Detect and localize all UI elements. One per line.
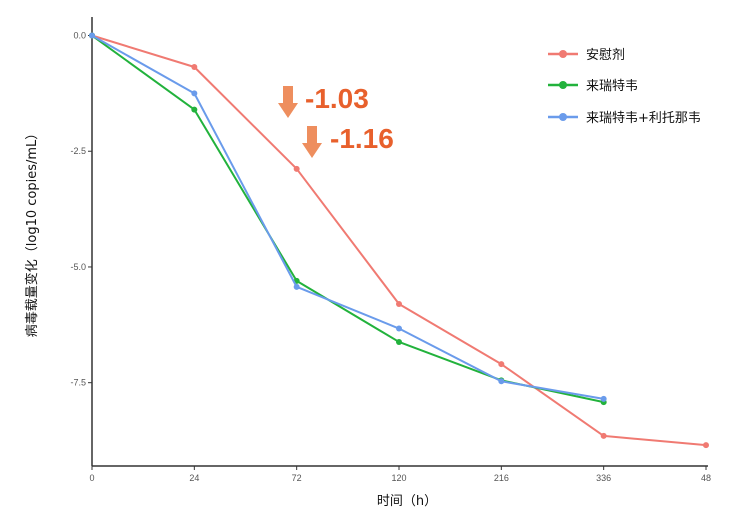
data-point [396, 300, 402, 307]
legend-swatch-dot [559, 50, 567, 58]
x-tick-label: 72 [292, 473, 302, 483]
x-tick-label: 24 [189, 473, 199, 483]
series-layer [89, 32, 709, 449]
data-point [191, 90, 198, 97]
data-point [191, 63, 198, 70]
data-point [396, 338, 402, 345]
y-tick-label: -7.5 [70, 378, 86, 388]
legend-label: 来瑞特韦+利托那韦 [586, 111, 701, 126]
annotation-1: -1.03 [278, 83, 369, 118]
x-tick-label: 48 [701, 473, 711, 483]
legend-item: 安慰剂 [548, 48, 625, 63]
data-point [703, 442, 709, 449]
legend-item: 来瑞特韦+利托那韦 [548, 111, 701, 126]
x-axis-title: 时间（h） [377, 494, 437, 509]
y-axis-title: 病毒载量变化（log10 copies/mL） [24, 127, 40, 338]
data-point [89, 32, 95, 39]
data-point [600, 395, 607, 402]
down-arrow-icon [302, 126, 322, 158]
legend-swatch-dot [559, 81, 567, 89]
x-tick-label: 216 [494, 473, 509, 483]
legend-label: 来瑞特韦 [586, 79, 638, 94]
series-line-2 [91, 34, 604, 400]
x-tick-label: 0 [89, 473, 94, 483]
data-point [396, 325, 402, 332]
data-point [293, 283, 300, 290]
annotation-label: -1.16 [330, 123, 394, 154]
y-tick-label: 0.0 [73, 31, 86, 41]
legend: 安慰剂 来瑞特韦 来瑞特韦+利托那韦 [548, 48, 701, 126]
data-point [191, 106, 198, 113]
x-tick-label: 336 [596, 473, 611, 483]
y-axis-ticks: 0.0 -2.5 -5.0 -7.5 [70, 31, 92, 388]
x-tick-label: 120 [391, 473, 406, 483]
data-point [600, 432, 607, 439]
data-point [498, 378, 505, 385]
y-tick-label: -2.5 [70, 146, 86, 156]
legend-label: 安慰剂 [586, 48, 625, 63]
y-tick-label: -5.0 [70, 262, 86, 272]
down-arrow-icon [278, 86, 298, 118]
legend-item: 来瑞特韦 [548, 79, 638, 94]
annotation-label: -1.03 [305, 83, 369, 114]
legend-swatch-dot [559, 113, 567, 121]
data-point [498, 361, 505, 368]
data-point [293, 165, 300, 172]
annotation-2: -1.16 [302, 123, 394, 158]
x-axis-ticks: 0 24 72 120 216 336 48 [89, 466, 711, 483]
series-line-0 [91, 34, 707, 447]
